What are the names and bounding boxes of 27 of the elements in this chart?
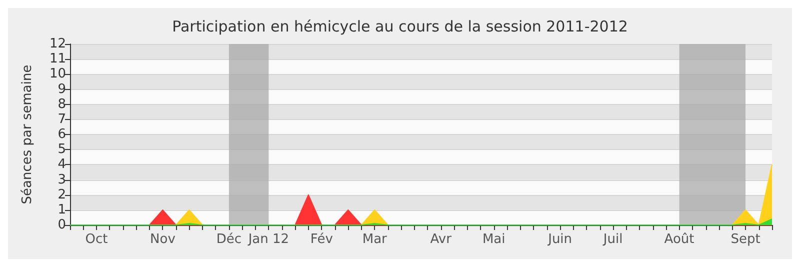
y-tick-label: 12: [49, 36, 66, 52]
chart-title: Participation en hémicycle au cours de la session 2011-2012: [172, 18, 628, 36]
y-tick-label: 3: [58, 172, 66, 188]
y-axis-title: Séances par semaine: [20, 64, 35, 204]
x-tick-label: Mar: [362, 232, 388, 247]
x-tick-label: Déc: [216, 232, 242, 247]
y-tick-label: 7: [58, 112, 66, 127]
y-tick-label: 0: [58, 218, 66, 232]
x-tick-label: Août: [664, 232, 694, 247]
x-tick-label: Jan 12: [247, 232, 290, 247]
x-tick-label: Avr: [430, 232, 452, 247]
y-tick-label: 1: [58, 202, 66, 218]
y-tick-label: 2: [58, 187, 66, 202]
y-tick-label: 5: [58, 142, 66, 158]
y-tick-label: 10: [49, 66, 66, 82]
y-tick-label: 8: [58, 96, 66, 112]
y-tick-label: 4: [58, 157, 66, 172]
y-tick-label: 6: [58, 127, 66, 142]
y-tick-label: 9: [58, 82, 66, 97]
x-tick-label: Mai: [482, 232, 506, 247]
x-tick-label: Juil: [602, 232, 623, 247]
x-tick-label: Oct: [85, 232, 108, 247]
x-tick-label: Sept: [730, 232, 760, 247]
x-tick-label: Nov: [150, 232, 176, 247]
y-tick-label: 11: [49, 52, 66, 67]
x-tick-label: Fév: [310, 232, 334, 247]
x-tick-label: Juin: [547, 232, 572, 247]
